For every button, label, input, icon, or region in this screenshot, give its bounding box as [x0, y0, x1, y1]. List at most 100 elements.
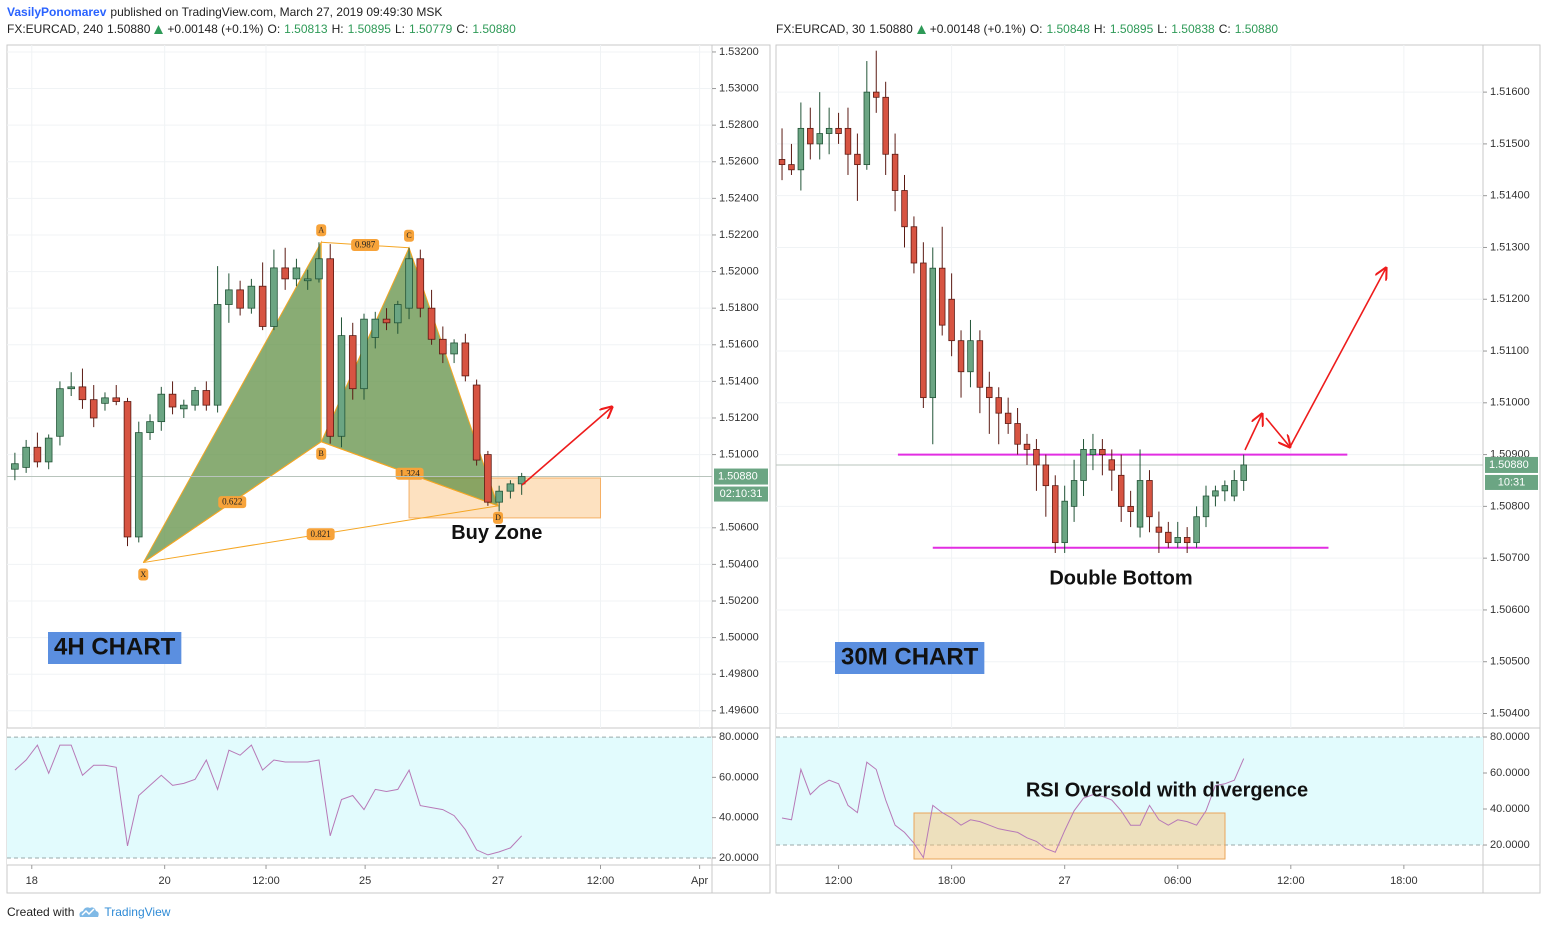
- candle-body: [56, 388, 64, 437]
- x-tick-label: 18:00: [1390, 875, 1418, 887]
- point-box: [493, 511, 504, 524]
- countdown-label: 10:31: [1498, 476, 1526, 488]
- y-tick-label: 1.52000: [719, 265, 759, 277]
- last-price-label: 1.50880: [718, 470, 758, 482]
- ohlc-value: 1.50813: [284, 22, 328, 36]
- candle-body: [778, 159, 786, 166]
- candle-body: [44, 437, 53, 463]
- candle-body: [450, 342, 458, 355]
- countdown-label: 02:10:31: [720, 488, 763, 500]
- candle-body: [1014, 423, 1021, 445]
- symbol: FX:EURCAD, 240: [7, 22, 104, 36]
- candle-body: [337, 335, 346, 437]
- logo: [79, 907, 100, 917]
- candle-body: [1212, 490, 1219, 497]
- candle-body: [1231, 480, 1238, 497]
- last-price-box: [714, 468, 768, 485]
- candle-body: [326, 258, 334, 437]
- y-tick-label: 1.50200: [719, 595, 759, 607]
- x-tick-label: 18: [26, 875, 38, 887]
- candle-body: [180, 404, 188, 410]
- up-icon: [154, 24, 164, 34]
- x-tick-label: 18:00: [938, 875, 966, 887]
- candle-body: [371, 318, 380, 338]
- y-tick-label: 1.52800: [719, 119, 759, 131]
- candle-body: [1061, 500, 1068, 544]
- rsi-tick-label: 20.0000: [719, 852, 759, 864]
- y-tick-label: 1.51200: [719, 412, 759, 424]
- rsi-band: [7, 737, 712, 858]
- candle-body: [213, 304, 222, 406]
- candle-body: [1080, 449, 1087, 481]
- candle-body: [146, 421, 154, 434]
- candle-body: [1004, 412, 1012, 424]
- ratio-box: [306, 528, 335, 541]
- y-tick-label: 1.51000: [1490, 397, 1530, 409]
- candle-body: [948, 298, 955, 342]
- candle-body: [484, 454, 492, 503]
- rsi-tick-label: 80.0000: [719, 731, 759, 743]
- y-tick-label: 1.49800: [719, 668, 759, 680]
- last: 1.50880: [869, 22, 913, 36]
- y-tick-label: 1.51200: [1490, 293, 1530, 305]
- ohlc-value: 1.50838: [1171, 22, 1215, 36]
- y-tick-label: 1.50600: [719, 522, 759, 534]
- candle-body: [22, 446, 30, 468]
- point-box: [138, 568, 149, 581]
- candle-body: [11, 463, 19, 470]
- up-icon: [916, 24, 926, 34]
- author[interactable]: VasilyPonomarev: [7, 5, 107, 19]
- rsi-line: [781, 758, 1245, 859]
- candle-body: [292, 267, 301, 280]
- ohlc-name: H:: [1093, 22, 1106, 36]
- candle-body: [873, 91, 880, 98]
- y-tick-label: 1.50800: [1490, 500, 1530, 512]
- rsi-band: [776, 737, 1483, 846]
- rsi-tick-label: 40.0000: [1490, 803, 1530, 815]
- y-tick-label: 1.51600: [719, 339, 759, 351]
- y-tick-label: 1.49600: [719, 705, 759, 717]
- y-tick-label: 1.51400: [1490, 190, 1530, 202]
- last-price-label: 1.50880: [1489, 459, 1529, 471]
- brand[interactable]: TradingView: [104, 905, 171, 919]
- y-tick-label: 1.51100: [1490, 345, 1529, 357]
- candle-body: [788, 164, 795, 171]
- candle-body: [910, 226, 918, 264]
- candle-body: [957, 340, 965, 373]
- ohlc-value: 1.50895: [1109, 22, 1154, 36]
- rsi-tick-label: 80.0000: [1490, 731, 1530, 743]
- arrow: [1244, 414, 1262, 451]
- candle-body: [225, 289, 233, 305]
- ohlc-name: C:: [1218, 22, 1231, 36]
- countdown-box: [1485, 474, 1538, 490]
- candle-body: [1240, 464, 1247, 481]
- ohlc-name: C:: [456, 22, 469, 36]
- x-tick-label: 25: [359, 875, 371, 887]
- annotation: Double Bottom: [1049, 567, 1192, 589]
- ratio-box: [351, 239, 380, 252]
- y-tick-label: 1.52400: [719, 192, 759, 204]
- candle-body: [986, 386, 993, 399]
- rsi-tick-label: 40.0000: [719, 812, 759, 824]
- publish-header: VasilyPonomarev published on TradingView…: [7, 5, 442, 19]
- y-tick-label: 1.51500: [1490, 138, 1530, 150]
- rsi-tick-label: 60.0000: [719, 771, 759, 783]
- candle-body: [1136, 480, 1144, 528]
- arrow: [1289, 268, 1386, 448]
- candle-body: [882, 96, 889, 155]
- candle-body: [1070, 480, 1078, 507]
- y-tick-label: 1.50500: [1490, 656, 1530, 668]
- candle-body: [1023, 443, 1031, 450]
- rsi-line: [14, 744, 523, 856]
- rsi-tick-label: 60.0000: [1490, 767, 1530, 779]
- candle-body: [816, 133, 823, 145]
- candle-body: [33, 446, 42, 463]
- point-label: X: [140, 570, 146, 579]
- candle-body: [247, 285, 256, 309]
- arrow: [1265, 417, 1290, 447]
- ratio-label: 1.324: [399, 468, 420, 478]
- candle-body: [920, 262, 927, 399]
- arrow: [521, 407, 612, 486]
- y-tick-label: 1.51000: [719, 448, 759, 460]
